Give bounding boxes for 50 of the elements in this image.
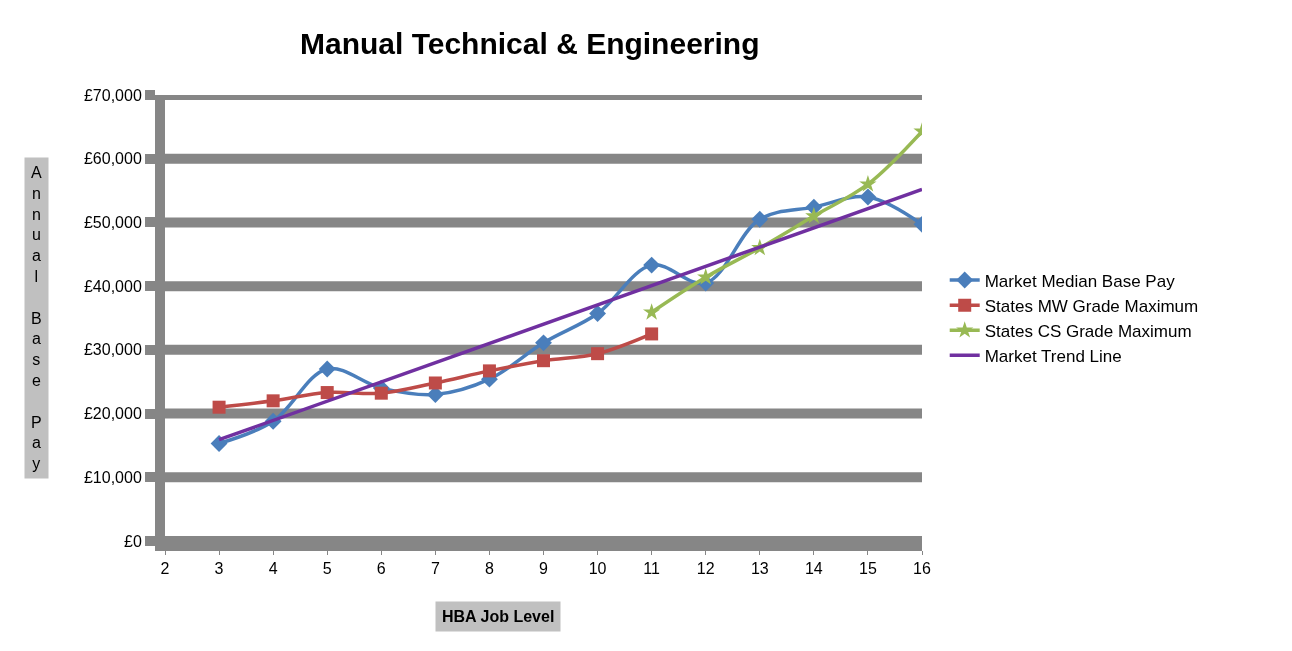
y-tick-label: £60,000: [83, 150, 142, 168]
x-tick-label: 9: [539, 560, 549, 578]
x-tick-label: 6: [376, 560, 386, 578]
legend-label: Market Median Base Pay: [984, 271, 1176, 291]
chart-title: Manual Technical & Engineering: [299, 26, 760, 60]
point: [859, 175, 877, 192]
legend-label: States CS Grade Maximum: [984, 321, 1192, 341]
point: [320, 386, 334, 400]
x-tick-label: 16: [913, 560, 931, 578]
y-tick-label: £10,000: [83, 468, 142, 486]
point: [591, 347, 605, 361]
x-tick-label: 14: [804, 560, 823, 578]
point: [589, 305, 607, 322]
x-tick-label: 12: [696, 560, 715, 578]
legend-label: States MW Grade Maximum: [984, 296, 1199, 316]
x-axis-title: HBA Job Level: [442, 608, 555, 625]
x-tick-label: 3: [214, 560, 224, 578]
x-tick-label: 11: [643, 560, 661, 578]
x-tick-label: 15: [859, 560, 877, 578]
x-tick-label: 10: [588, 560, 607, 578]
point: [642, 303, 661, 320]
point: [318, 360, 336, 378]
x-tick-label: 8: [484, 560, 494, 578]
point: [859, 188, 877, 206]
x-tick-label: 13: [750, 560, 769, 578]
y-tick-label: £70,000: [83, 86, 142, 104]
point: [645, 327, 659, 341]
point: [482, 364, 496, 378]
y-tick-label: £20,000: [83, 405, 142, 423]
x-tick-label: 2: [160, 560, 170, 578]
x-tick-label: 4: [268, 560, 278, 578]
y-tick-label: £30,000: [83, 341, 142, 359]
point: [805, 206, 823, 224]
point: [697, 268, 715, 285]
y-tick-label: £50,000: [83, 214, 142, 232]
x-tick-label: 7: [430, 560, 440, 578]
legend-label: Market Trend Line: [984, 346, 1122, 366]
point: [266, 394, 280, 408]
y-tick-label: £40,000: [83, 277, 142, 295]
point: [212, 400, 226, 414]
point: [643, 256, 661, 274]
y-tick-label: £0: [124, 532, 142, 550]
point: [374, 386, 388, 400]
point: [751, 210, 769, 228]
text: Annual Base Pay: [31, 164, 42, 473]
point: [535, 334, 552, 352]
point: [210, 435, 228, 452]
point: [428, 376, 442, 390]
point: [537, 354, 550, 368]
x-tick-label: 5: [322, 560, 332, 578]
